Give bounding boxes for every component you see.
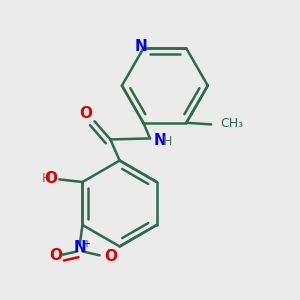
Text: O: O: [104, 248, 117, 263]
Text: N: N: [74, 240, 86, 255]
Text: +: +: [82, 239, 90, 249]
Text: CH₃: CH₃: [220, 117, 244, 130]
Text: O: O: [44, 171, 57, 186]
Text: N: N: [154, 133, 167, 148]
Text: N: N: [134, 39, 147, 54]
Text: H: H: [42, 172, 51, 185]
Text: ⁻: ⁻: [106, 246, 113, 259]
Text: H: H: [163, 135, 172, 148]
Text: O: O: [49, 248, 62, 263]
Text: O: O: [79, 106, 92, 121]
